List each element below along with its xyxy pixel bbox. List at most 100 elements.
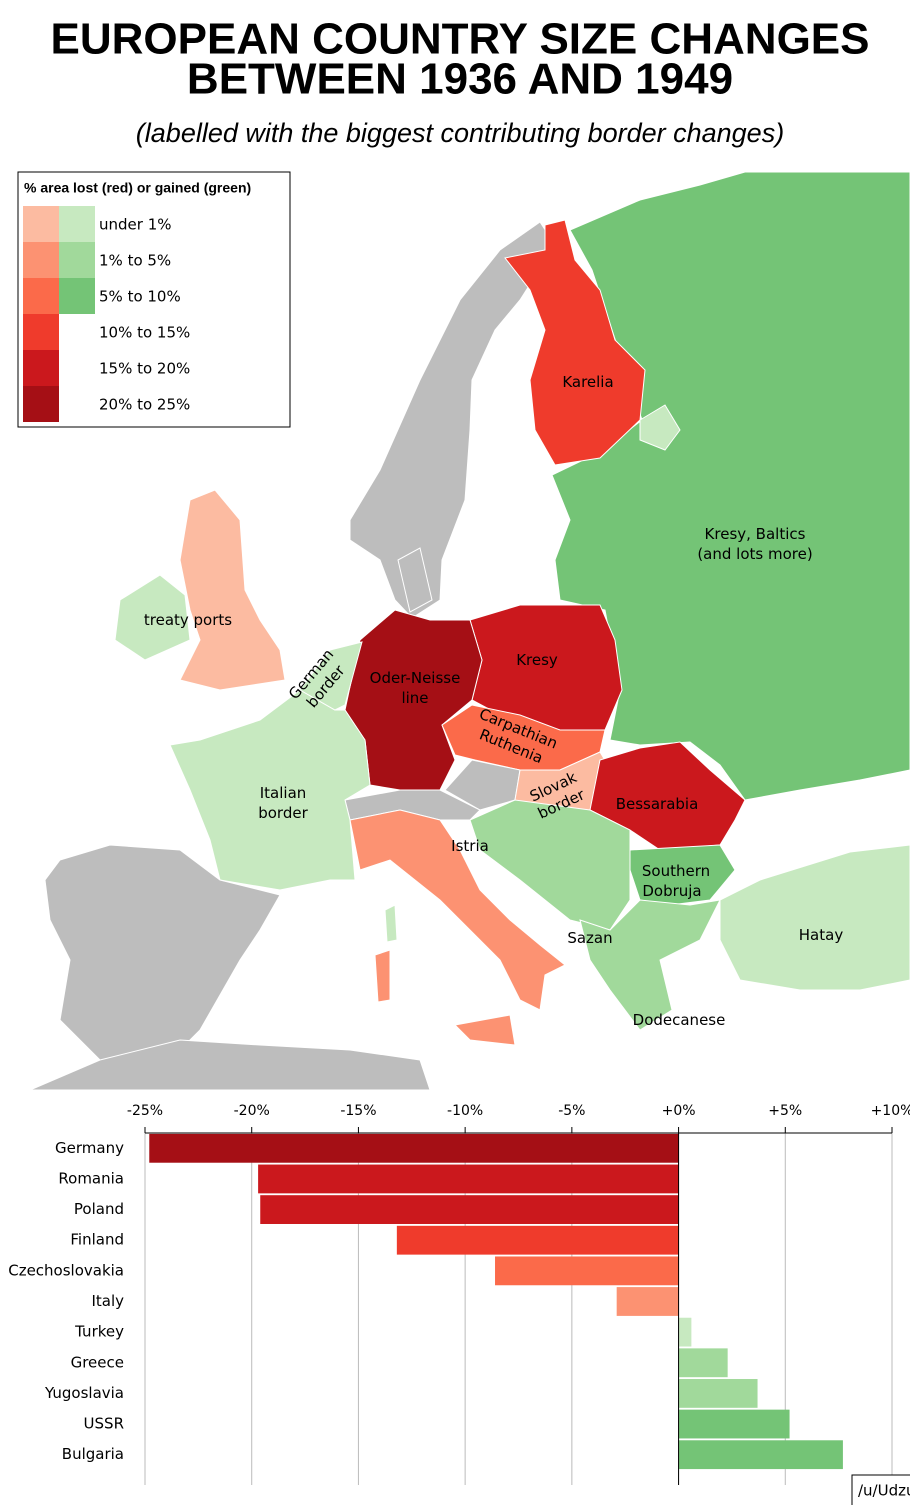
title-line: BETWEEN 1936 AND 1949 xyxy=(187,55,733,104)
bar xyxy=(616,1287,679,1316)
label-line: border xyxy=(258,804,308,822)
title-line: EUROPEAN COUNTRY SIZE CHANGES xyxy=(51,15,870,64)
x-tick-label: +10% xyxy=(871,1103,910,1119)
ireland xyxy=(114,574,191,661)
map xyxy=(29,171,910,1091)
map-label: treaty ports xyxy=(144,611,232,629)
x-tick-label: -15% xyxy=(340,1103,376,1119)
legend-swatch-red xyxy=(23,314,59,350)
label-line: Karelia xyxy=(562,373,613,391)
legend-label: 20% to 25% xyxy=(99,396,190,414)
bar xyxy=(678,1348,728,1378)
y-tick-label: Yugoslavia xyxy=(44,1384,124,1402)
finland xyxy=(504,219,646,466)
x-tick-label: -25% xyxy=(127,1103,163,1119)
map-label: Hatay xyxy=(799,926,844,944)
greece xyxy=(579,899,721,1031)
bar xyxy=(149,1133,679,1163)
map-label: Kresy, Baltics (and lots more) xyxy=(697,525,812,563)
label-line: Oder-Neisse xyxy=(370,669,461,687)
turkey xyxy=(719,844,910,991)
iberia xyxy=(44,844,281,1071)
sicily xyxy=(453,1014,516,1046)
benelux xyxy=(299,641,363,711)
y-tick-label: Turkey xyxy=(74,1323,124,1341)
y-tick-label: Bulgaria xyxy=(62,1445,124,1463)
label-line: Italian xyxy=(260,784,307,802)
label-line: Dobruja xyxy=(642,882,701,900)
credit-box xyxy=(851,1474,910,1505)
label-line: Kresy xyxy=(516,651,558,669)
map-label: Sazan xyxy=(567,929,612,947)
bar xyxy=(678,1317,692,1347)
y-tick-label: USSR xyxy=(84,1415,124,1433)
x-tick-label: -20% xyxy=(234,1103,270,1119)
map-label: Southern Dobruja xyxy=(642,862,710,900)
y-tick-label: Czechoslovakia xyxy=(8,1261,124,1279)
bar xyxy=(396,1225,679,1255)
label-line: line xyxy=(401,689,428,707)
legend-label: 10% to 15% xyxy=(99,324,190,342)
y-tick-label: Romania xyxy=(58,1169,124,1187)
corsica xyxy=(384,904,398,943)
label-line: Sazan xyxy=(567,929,612,947)
bar xyxy=(260,1195,679,1224)
bar xyxy=(495,1256,679,1286)
legend-swatch-green xyxy=(59,206,95,242)
map-label: Italian border xyxy=(258,784,308,822)
britain xyxy=(179,489,286,691)
bar xyxy=(678,1379,758,1408)
map-label: Karelia xyxy=(562,373,613,391)
bulgaria xyxy=(629,844,736,906)
map-label: Istria xyxy=(451,837,489,855)
y-tick-label: Poland xyxy=(74,1200,124,1218)
map-label: Dodecanese xyxy=(633,1011,726,1029)
label-line: Dodecanese xyxy=(633,1011,726,1029)
legend-swatch-red xyxy=(23,206,59,242)
y-tick-label: Finland xyxy=(70,1231,124,1249)
y-tick-label: Greece xyxy=(71,1353,124,1371)
sardinia xyxy=(374,949,391,1003)
subtitle: (labelled with the biggest contributing … xyxy=(136,118,784,148)
yugoslavia xyxy=(469,799,631,931)
bar xyxy=(678,1440,843,1470)
legend-swatch-red xyxy=(23,242,59,278)
legend-swatch-red xyxy=(23,386,59,422)
karelia-gain xyxy=(639,404,681,451)
bar xyxy=(678,1409,790,1439)
denmark xyxy=(397,547,433,613)
label-line: Bessarabia xyxy=(616,795,699,813)
y-tick-label: Italy xyxy=(91,1292,124,1310)
legend-label: 15% to 20% xyxy=(99,360,190,378)
legend: % area lost (red) or gained (green) unde… xyxy=(17,171,291,428)
italy xyxy=(349,809,566,1011)
map-label: Oder-Neisse line xyxy=(370,669,461,707)
label-line: (and lots more) xyxy=(697,545,812,563)
x-tick-label: +0% xyxy=(662,1103,696,1119)
x-tick-label: -10% xyxy=(447,1103,483,1119)
bar xyxy=(258,1164,679,1194)
legend-title: % area lost (red) or gained (green) xyxy=(24,180,251,196)
legend-label: 1% to 5% xyxy=(99,252,171,270)
y-tick-label: Germany xyxy=(55,1139,124,1157)
scandinavia xyxy=(349,221,556,619)
label-line: Kresy, Baltics xyxy=(705,525,806,543)
legend-swatch-green xyxy=(59,242,95,278)
legend-label: under 1% xyxy=(99,216,172,234)
label-line: treaty ports xyxy=(144,611,232,629)
label-line: Hatay xyxy=(799,926,844,944)
map-label: Bessarabia xyxy=(616,795,699,813)
label-line: Istria xyxy=(451,837,489,855)
legend-label: 5% to 10% xyxy=(99,288,181,306)
credit: /u/Udzu xyxy=(858,1482,910,1500)
map-label: Kresy xyxy=(516,651,558,669)
legend-swatch-red xyxy=(23,350,59,386)
legend-swatch-red xyxy=(23,278,59,314)
x-tick-label: +5% xyxy=(768,1103,802,1119)
label-line: Southern xyxy=(642,862,710,880)
north-africa xyxy=(29,1039,431,1091)
bar-chart: -25% -20% -15% -10% -5% +0% +5% +10% Germany Roma… xyxy=(8,1103,910,1485)
x-tick-label: -5% xyxy=(558,1103,585,1119)
